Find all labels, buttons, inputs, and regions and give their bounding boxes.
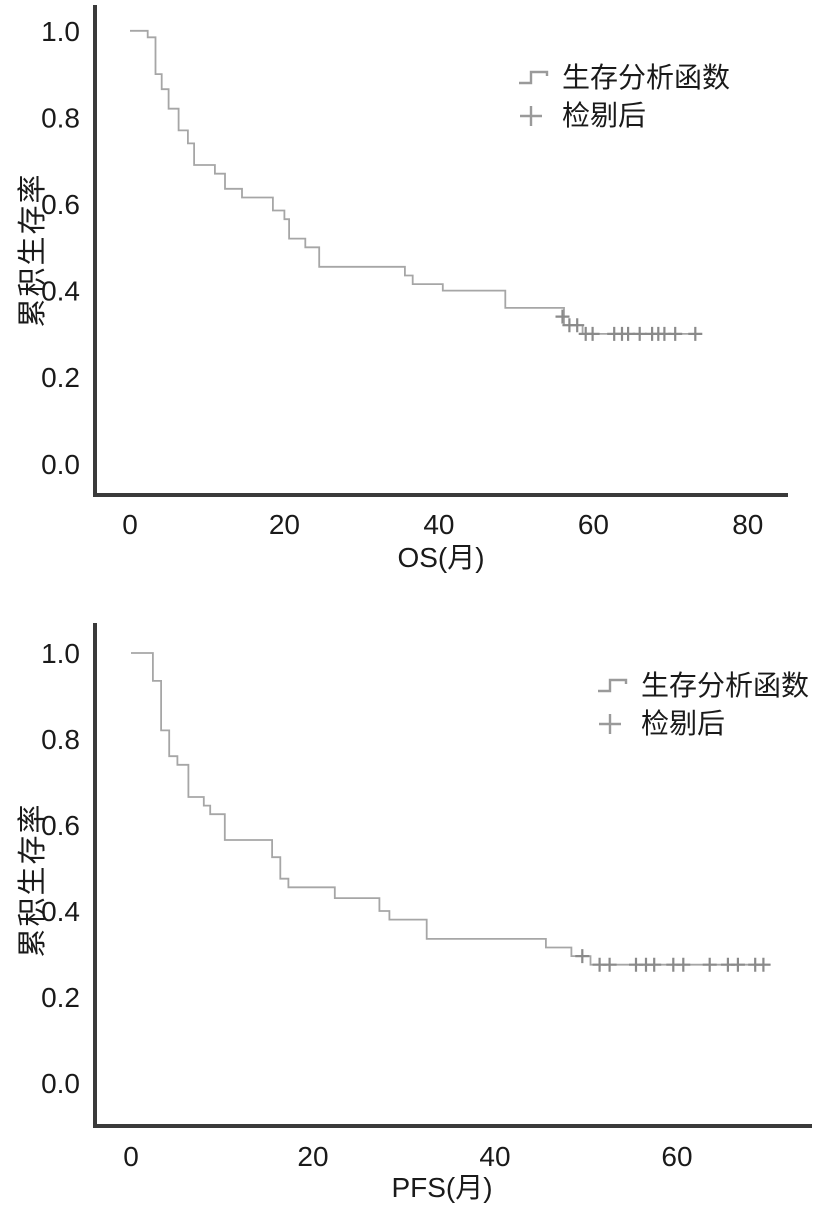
svg-text:0.6: 0.6 <box>41 189 80 220</box>
os-x-axis-title: OS(月) <box>397 542 485 573</box>
svg-text:20: 20 <box>297 1141 328 1172</box>
svg-text:0.8: 0.8 <box>41 102 80 133</box>
pfs-plot-area: 0 20 40 60 1.0 0.8 0.6 0.4 0.2 0.0 <box>41 623 812 1172</box>
plus-censor-icon <box>520 106 542 126</box>
step-line-icon <box>598 678 628 693</box>
svg-text:20: 20 <box>269 509 300 540</box>
os-legend: 生存分析函数 检剔后 <box>518 62 730 132</box>
pfs-legend-label-survival-function: 生存分析函数 <box>641 670 810 701</box>
svg-text:40: 40 <box>479 1141 510 1172</box>
os-y-axis-title: 累积生存率 <box>17 172 49 328</box>
pfs-legend-label-censored: 检剔后 <box>641 708 726 739</box>
pfs-legend-item-censored: 检剔后 <box>597 708 809 740</box>
svg-text:0: 0 <box>122 509 138 540</box>
svg-text:60: 60 <box>578 509 609 540</box>
os-legend-item-survival-function: 生存分析函数 <box>518 62 730 94</box>
os-kaplan-meier-chart: 0 20 40 60 80 1.0 0.8 0.6 0.4 0.2 0.0 累积生存率 OS(月) … <box>0 0 815 585</box>
svg-text:0.8: 0.8 <box>41 724 80 755</box>
svg-text:60: 60 <box>661 1141 692 1172</box>
os-plot-area: 0 20 40 60 80 1.0 0.8 0.6 0.4 0.2 0.0 <box>41 5 788 540</box>
pfs-legend-item-survival-function: 生存分析函数 <box>597 670 809 702</box>
svg-text:0: 0 <box>123 1141 139 1172</box>
os-legend-item-censored: 检剔后 <box>518 100 730 132</box>
svg-text:0.0: 0.0 <box>41 1068 80 1099</box>
svg-text:0.2: 0.2 <box>41 362 80 393</box>
svg-text:0.2: 0.2 <box>41 982 80 1013</box>
svg-text:0.6: 0.6 <box>41 810 80 841</box>
svg-text:0.4: 0.4 <box>41 896 80 927</box>
step-line-icon <box>519 70 549 85</box>
pfs-kaplan-meier-chart: 0 20 40 60 1.0 0.8 0.6 0.4 0.2 0.0 累积生存率 PFS(月) 生… <box>0 585 815 1210</box>
pfs-legend: 生存分析函数 检剔后 <box>597 670 809 740</box>
svg-text:1.0: 1.0 <box>41 638 80 669</box>
pfs-x-axis-title: PFS(月) <box>391 1172 493 1203</box>
plus-censor-icon <box>599 714 621 734</box>
os-legend-label-censored: 检剔后 <box>562 100 647 131</box>
svg-text:0.4: 0.4 <box>41 276 80 307</box>
os-legend-label-survival-function: 生存分析函数 <box>562 62 731 93</box>
pfs-y-axis-title: 累积生存率 <box>17 802 49 958</box>
svg-text:80: 80 <box>732 509 763 540</box>
svg-text:0.0: 0.0 <box>41 449 80 480</box>
svg-text:40: 40 <box>423 509 454 540</box>
svg-text:1.0: 1.0 <box>41 16 80 47</box>
